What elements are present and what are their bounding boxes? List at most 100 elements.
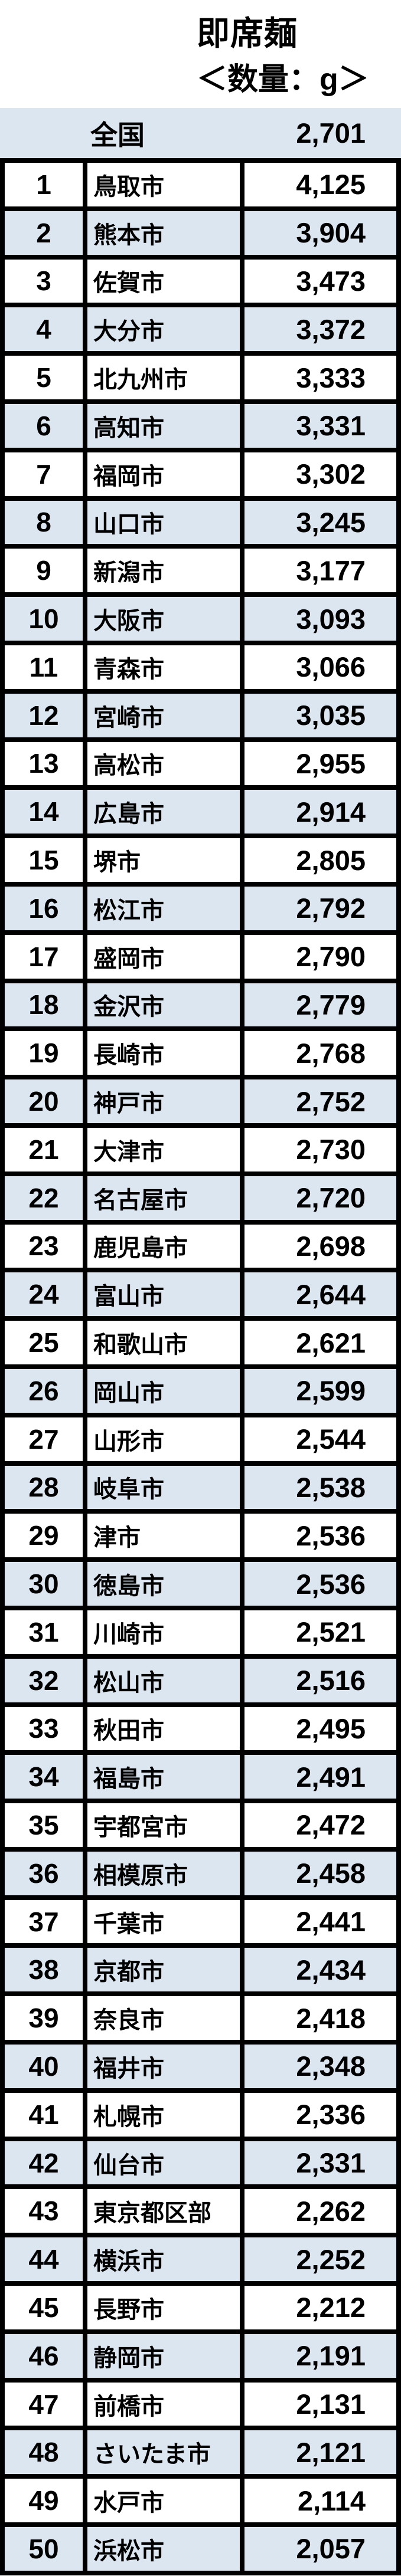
value-cell: 3,372 bbox=[242, 305, 399, 354]
rank-cell: 43 bbox=[2, 2187, 85, 2236]
rank-cell: 20 bbox=[2, 1077, 85, 1125]
value-cell: 2,544 bbox=[242, 1415, 399, 1463]
rank-cell: 24 bbox=[2, 1270, 85, 1319]
table-row: 43 東京都区部 2,262 bbox=[2, 2187, 399, 2236]
city-cell: 静岡市 bbox=[85, 2331, 242, 2380]
table-row: 12 宮崎市 3,035 bbox=[2, 691, 399, 740]
value-cell: 2,779 bbox=[242, 980, 399, 1029]
rank-cell: 1 bbox=[2, 160, 85, 209]
rank-cell: 45 bbox=[2, 2283, 85, 2332]
value-cell: 2,491 bbox=[242, 1753, 399, 1801]
value-cell: 3,904 bbox=[242, 208, 399, 257]
rank-cell: 44 bbox=[2, 2235, 85, 2284]
city-cell: 水戸市 bbox=[85, 2476, 242, 2525]
city-cell: 福島市 bbox=[85, 1753, 242, 1801]
national-summary-row: 全国 2,701 bbox=[0, 108, 401, 158]
title-block: 即席麺 ＜数量：g＞ bbox=[197, 11, 369, 98]
page-title: 即席麺 bbox=[197, 15, 298, 52]
table-row: 22 名古屋市 2,720 bbox=[2, 1173, 399, 1222]
value-cell: 2,114 bbox=[242, 2476, 399, 2525]
city-cell: 富山市 bbox=[85, 1270, 242, 1319]
rank-cell: 46 bbox=[2, 2331, 85, 2380]
rank-cell: 33 bbox=[2, 1704, 85, 1753]
city-cell: 長崎市 bbox=[85, 1029, 242, 1078]
city-cell: 福岡市 bbox=[85, 449, 242, 498]
table-row: 5 北九州市 3,333 bbox=[2, 353, 399, 402]
city-cell: 岐阜市 bbox=[85, 1463, 242, 1512]
table-row: 15 堺市 2,805 bbox=[2, 836, 399, 884]
value-cell: 2,730 bbox=[242, 1125, 399, 1174]
city-cell: 金沢市 bbox=[85, 980, 242, 1029]
rank-cell: 4 bbox=[2, 305, 85, 354]
value-cell: 2,792 bbox=[242, 884, 399, 933]
table-row: 37 千葉市 2,441 bbox=[2, 1897, 399, 1946]
value-cell: 2,418 bbox=[242, 1994, 399, 2043]
table-row: 44 横浜市 2,252 bbox=[2, 2235, 399, 2284]
city-cell: 名古屋市 bbox=[85, 1173, 242, 1222]
value-cell: 2,331 bbox=[242, 2138, 399, 2187]
rank-cell: 2 bbox=[2, 208, 85, 257]
rank-cell: 28 bbox=[2, 1463, 85, 1512]
table-row: 21 大津市 2,730 bbox=[2, 1125, 399, 1174]
city-cell: 高松市 bbox=[85, 739, 242, 788]
city-cell: 堺市 bbox=[85, 836, 242, 884]
value-cell: 2,252 bbox=[242, 2235, 399, 2284]
city-cell: 盛岡市 bbox=[85, 932, 242, 981]
city-cell: 鹿児島市 bbox=[85, 1222, 242, 1271]
city-cell: 宇都宮市 bbox=[85, 1801, 242, 1849]
value-cell: 3,302 bbox=[242, 449, 399, 498]
rank-cell: 34 bbox=[2, 1753, 85, 1801]
table-row: 1 鳥取市 4,125 bbox=[2, 160, 399, 209]
rank-cell: 37 bbox=[2, 1897, 85, 1946]
city-cell: 千葉市 bbox=[85, 1897, 242, 1946]
value-cell: 2,698 bbox=[242, 1222, 399, 1271]
rank-cell: 6 bbox=[2, 401, 85, 450]
city-cell: 仙台市 bbox=[85, 2138, 242, 2187]
value-cell: 2,131 bbox=[242, 2380, 399, 2429]
value-cell: 2,212 bbox=[242, 2283, 399, 2332]
rank-cell: 22 bbox=[2, 1173, 85, 1222]
table-row: 2 熊本市 3,904 bbox=[2, 208, 399, 257]
value-cell: 2,914 bbox=[242, 787, 399, 836]
rank-cell: 3 bbox=[2, 257, 85, 306]
table-row: 7 福岡市 3,302 bbox=[2, 449, 399, 498]
rank-cell: 19 bbox=[2, 1029, 85, 1078]
table-row: 45 長野市 2,212 bbox=[2, 2283, 399, 2332]
rank-cell: 39 bbox=[2, 1994, 85, 2043]
table-row: 30 徳島市 2,536 bbox=[2, 1560, 399, 1608]
table-row: 19 長崎市 2,768 bbox=[2, 1029, 399, 1078]
value-cell: 2,472 bbox=[242, 1801, 399, 1849]
table-row: 18 金沢市 2,779 bbox=[2, 980, 399, 1029]
rank-cell: 18 bbox=[2, 980, 85, 1029]
city-cell: 大阪市 bbox=[85, 595, 242, 643]
city-cell: 神戸市 bbox=[85, 1077, 242, 1125]
table-row: 27 山形市 2,544 bbox=[2, 1415, 399, 1463]
rank-cell: 23 bbox=[2, 1222, 85, 1271]
city-cell: 相模原市 bbox=[85, 1849, 242, 1898]
ranking-table-body: 1 鳥取市 4,125 2 熊本市 3,904 3 佐賀市 3,473 4 大分市 3,372 5 北九州… bbox=[2, 160, 399, 2573]
rank-cell: 26 bbox=[2, 1366, 85, 1415]
city-cell: 青森市 bbox=[85, 642, 242, 691]
table-row: 17 盛岡市 2,790 bbox=[2, 932, 399, 981]
city-cell: 京都市 bbox=[85, 1945, 242, 1994]
rank-cell: 50 bbox=[2, 2525, 85, 2573]
rank-cell: 38 bbox=[2, 1945, 85, 1994]
rank-cell: 9 bbox=[2, 546, 85, 595]
city-cell: 佐賀市 bbox=[85, 257, 242, 306]
national-label: 全国 bbox=[90, 119, 145, 150]
city-cell: 福井市 bbox=[85, 2042, 242, 2091]
city-cell: 松山市 bbox=[85, 1656, 242, 1705]
city-cell: 横浜市 bbox=[85, 2235, 242, 2284]
city-cell: 北九州市 bbox=[85, 353, 242, 402]
table-row: 10 大阪市 3,093 bbox=[2, 595, 399, 643]
value-cell: 2,536 bbox=[242, 1560, 399, 1608]
rank-cell: 36 bbox=[2, 1849, 85, 1898]
value-cell: 2,805 bbox=[242, 836, 399, 884]
value-cell: 2,790 bbox=[242, 932, 399, 981]
rank-cell: 41 bbox=[2, 2090, 85, 2139]
rank-cell: 49 bbox=[2, 2476, 85, 2525]
value-cell: 3,066 bbox=[242, 642, 399, 691]
rank-cell: 27 bbox=[2, 1415, 85, 1463]
rank-cell: 40 bbox=[2, 2042, 85, 2091]
table-row: 42 仙台市 2,331 bbox=[2, 2138, 399, 2187]
